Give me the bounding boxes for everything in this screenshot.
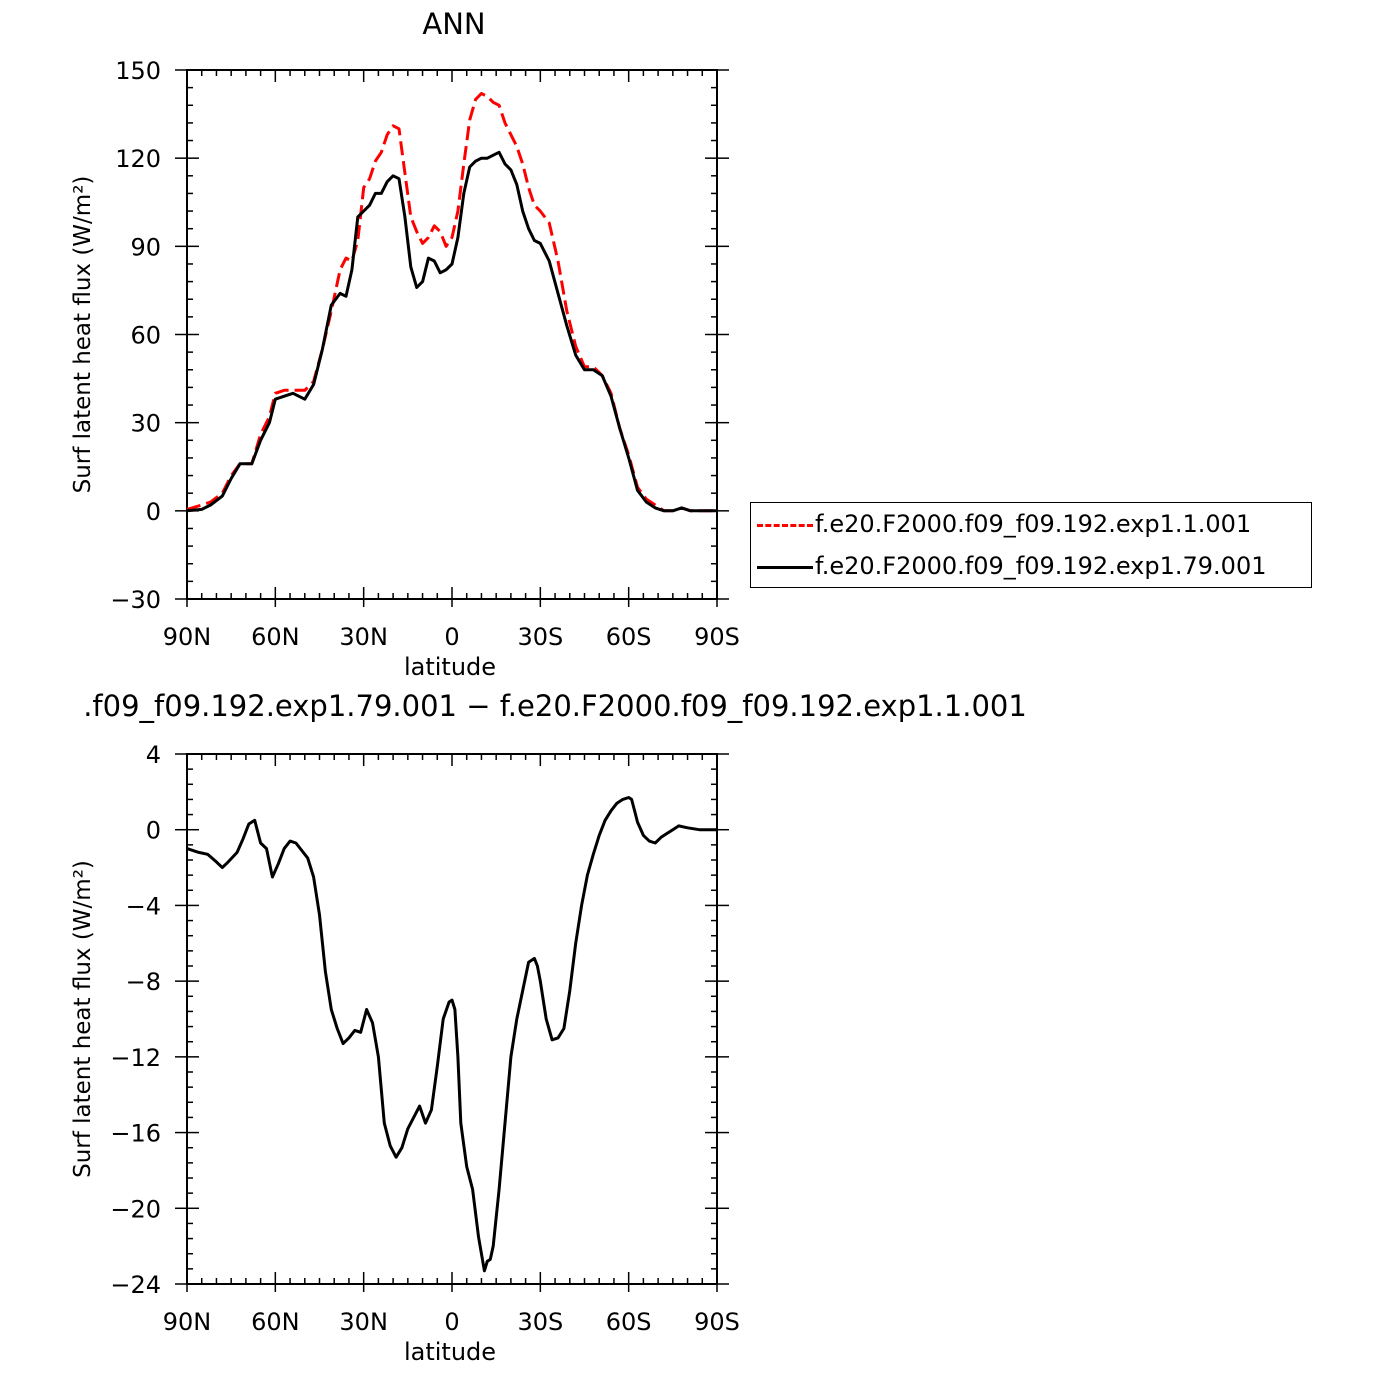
- y-axis-label: Surf latent heat flux (W/m²): [70, 176, 96, 494]
- x-tick-label: 90S: [694, 1308, 740, 1336]
- y-tick-label: 60: [130, 322, 161, 350]
- y-tick-label: −8: [126, 968, 161, 996]
- x-tick-label: 30N: [339, 1308, 388, 1336]
- y-axis-label: Surf latent heat flux (W/m²): [70, 860, 96, 1178]
- y-tick-label: −12: [110, 1044, 161, 1072]
- x-tick-label: 30S: [517, 623, 563, 651]
- legend-item-series-1: f.e20.F2000.f09_f09.192.exp1.1.001: [751, 505, 1311, 545]
- plot-frame: [186, 753, 718, 1285]
- x-tick-label: 0: [444, 623, 459, 651]
- y-tick-label: −16: [110, 1120, 161, 1148]
- x-tick-label: 90N: [163, 623, 212, 651]
- x-axis-label: latitude: [404, 1338, 496, 1366]
- y-tick-label: 0: [146, 817, 161, 845]
- panel-bottom: .f09_f09.192.exp1.79.001 − f.e20.F2000.f…: [70, 689, 1027, 1366]
- chart-title: .f09_f09.192.exp1.79.001 − f.e20.F2000.f…: [83, 689, 1027, 723]
- y-tick-label: 0: [146, 498, 161, 526]
- y-tick-label: 120: [115, 145, 161, 173]
- legend-swatch-solid-black: [757, 566, 813, 569]
- y-tick-label: 4: [146, 741, 161, 769]
- y-tick-label: 30: [130, 410, 161, 438]
- x-tick-label: 30S: [517, 1308, 563, 1336]
- y-tick-label: −4: [126, 892, 161, 920]
- legend-label: f.e20.F2000.f09_f09.192.exp1.1.001: [815, 510, 1252, 538]
- legend-swatch-dashed-red: [757, 524, 813, 527]
- x-tick-label: 60N: [251, 1308, 300, 1336]
- series-line-2: [186, 150, 717, 513]
- legend: f.e20.F2000.f09_f09.192.exp1.1.001 f.e20…: [750, 502, 1312, 588]
- x-tick-label: 90N: [163, 1308, 212, 1336]
- series-line-1: [186, 796, 717, 1273]
- x-tick-label: 60N: [251, 623, 300, 651]
- y-tick-label: −30: [110, 586, 161, 614]
- panel-top: ANN 90N 60N 30N 0 30S 60S 90S −30 0 30 60 90 120 150 la…: [70, 7, 740, 681]
- plot-frame: [186, 69, 718, 600]
- x-tick-label: 30N: [339, 623, 388, 651]
- legend-label: f.e20.F2000.f09_f09.192.exp1.79.001: [815, 552, 1267, 580]
- x-tick-label: 60S: [606, 623, 652, 651]
- x-tick-label: 0: [444, 1308, 459, 1336]
- y-tick-label: −24: [110, 1271, 161, 1299]
- y-tick-label: 150: [115, 57, 161, 85]
- x-tick-label: 90S: [694, 623, 740, 651]
- y-tick-label: −20: [110, 1195, 161, 1223]
- series-line-1: [186, 92, 717, 513]
- legend-item-series-2: f.e20.F2000.f09_f09.192.exp1.79.001: [751, 547, 1311, 587]
- y-tick-label: 90: [130, 233, 161, 261]
- chart-title: ANN: [422, 7, 485, 41]
- x-tick-label: 60S: [606, 1308, 652, 1336]
- x-axis-label: latitude: [404, 653, 496, 681]
